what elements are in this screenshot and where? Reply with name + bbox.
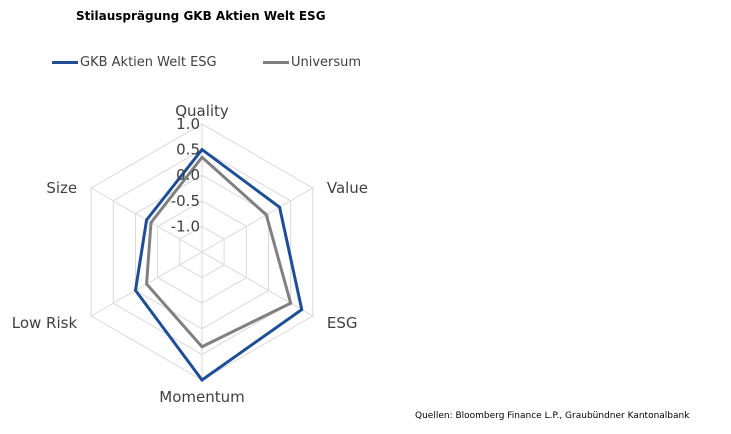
grid-spoke — [201, 187, 314, 253]
axis-label-size: Size — [46, 179, 77, 197]
legend-label-universum: Universum — [291, 55, 362, 70]
axis-label-esg: ESG — [327, 314, 358, 332]
axis-label-value: Value — [327, 179, 368, 197]
axis-label-momentum: Momentum — [159, 388, 244, 406]
axis-label-quality: Quality — [175, 102, 229, 120]
series-line-gkb — [133, 147, 304, 383]
series-line-universum — [145, 155, 293, 349]
tick-label: -0.5 — [171, 192, 200, 210]
legend-item-universum: Universum — [263, 55, 361, 70]
tick-label: 0.0 — [176, 166, 200, 184]
legend-item-gkb: GKB Aktien Welt ESG — [52, 55, 217, 70]
chart-legend: GKB Aktien Welt ESG Universum — [52, 55, 392, 73]
tick-label: 1.0 — [176, 115, 200, 133]
legend-swatch-universum — [263, 61, 289, 64]
tick-label: 0.5 — [176, 141, 200, 159]
legend-swatch-gkb — [52, 61, 78, 64]
legend-label-gkb: GKB Aktien Welt ESG — [80, 55, 217, 70]
tick-label: -1.0 — [171, 217, 200, 235]
axis-label-low-risk: Low Risk — [12, 314, 78, 332]
source-note: Quellen: Bloomberg Finance L.P., Graubün… — [415, 411, 690, 421]
chart-title: Stilausprägung GKB Aktien Welt ESG — [76, 9, 326, 23]
grid-spoke — [201, 251, 314, 317]
